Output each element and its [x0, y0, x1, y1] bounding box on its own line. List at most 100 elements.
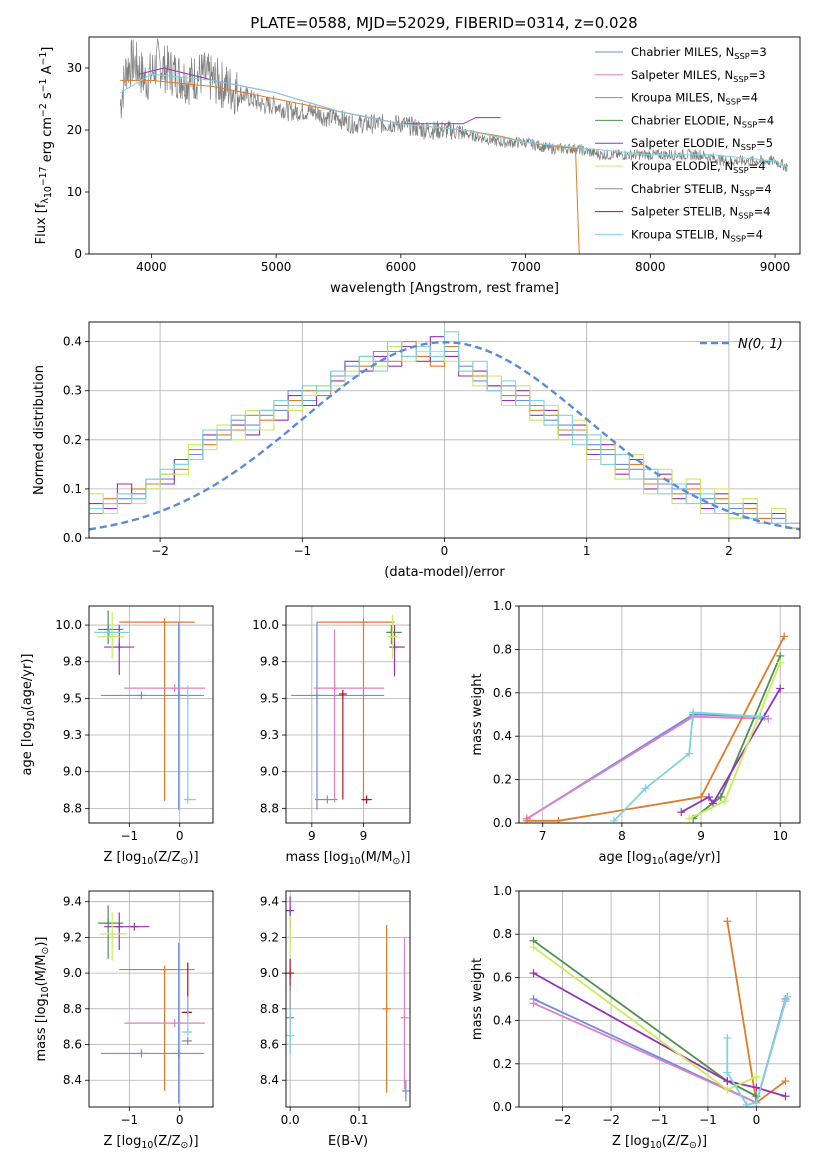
y-tick-label: 8.6	[260, 1038, 279, 1052]
y-tick-label: 0.4	[493, 729, 512, 743]
x-tick-label: 1	[583, 544, 591, 558]
legend-label: Kroupa STELIB, NSSP=4	[631, 227, 763, 243]
x-tick-label: −2	[554, 1113, 572, 1127]
model-line-kroupa-stelib	[119, 73, 788, 168]
legend-label: Salpeter MILES, NSSP=3	[631, 68, 766, 84]
y-tick-label: 8.4	[260, 1073, 279, 1087]
x-axis-label: E(B-V)	[328, 1134, 368, 1149]
weight-line-chabrier-elodie	[692, 655, 782, 820]
y-tick-label: 9.3	[63, 728, 82, 742]
x-tick-label: 0	[176, 829, 184, 843]
y-tick-label: 9.4	[63, 895, 82, 909]
y-tick-label: 9.8	[63, 655, 82, 669]
y-tick-label: 10.0	[252, 618, 279, 632]
x-tick-label: 6000	[386, 260, 417, 274]
y-tick-label: 0.0	[493, 1100, 512, 1114]
x-tick-label: −1	[699, 1113, 717, 1127]
y-tick-label: 9.0	[260, 765, 279, 779]
legend-label: Chabrier MILES, NSSP=3	[631, 45, 767, 61]
y-tick-label: 0.6	[493, 686, 512, 700]
legend-label-normal: N(0, 1)	[738, 337, 783, 352]
panel-spectrum: 4000 5000 6000 7000 8000 9000 0 10 20 30 wavelengt…	[34, 36, 801, 296]
x-tick-label: −1	[651, 1113, 669, 1127]
axes-frame	[285, 605, 411, 824]
axes-frame	[88, 321, 801, 539]
weight-line-kroupa-miles	[526, 635, 785, 822]
legend-label: Salpeter ELODIE, NSSP=5	[631, 136, 773, 152]
y-axis-label: mass weight	[470, 958, 485, 1040]
y-axis-label: Normed distribution	[32, 365, 47, 495]
x-axis-label: wavelength [Angstrom, rest frame]	[330, 281, 559, 296]
x-tick-label: −2	[602, 1113, 620, 1127]
x-tick-label: 9000	[760, 260, 791, 274]
plot-area	[98, 905, 205, 1104]
model-line-kroupa-miles	[120, 79, 580, 254]
x-tick-label: 9	[360, 829, 368, 843]
y-tick-label: 10	[67, 185, 82, 199]
legend-label: Chabrier STELIB, NSSP=4	[631, 182, 772, 198]
y-tick-label: 8.8	[63, 1002, 82, 1016]
y-tick-label: 0.4	[63, 335, 82, 349]
y-tick-label: 0.6	[493, 970, 512, 984]
weight-line-salpeter-elodie	[680, 688, 781, 813]
y-tick-label: 8.6	[63, 1038, 82, 1052]
y-axis-label: age [log10(age/yr)]	[20, 654, 37, 776]
y-tick-label: 9.3	[260, 728, 279, 742]
y-tick-label: 30	[67, 61, 82, 75]
panel-z-weight: −2 −2 −1 −1 0 0.0 0.2 0.4 0.6 0.8 1.0 Z [log10(Z/Z⊙…	[470, 884, 801, 1151]
axes-frame	[518, 890, 801, 1108]
y-tick-label: 9.4	[260, 895, 279, 909]
y-axis-label: Flux [fλ10−17 erg cm−2 s−1 A−1]	[34, 47, 55, 245]
axes-frame	[88, 605, 214, 824]
data-spectrum-line	[119, 38, 788, 172]
y-tick-label: 8.8	[63, 801, 82, 815]
panel-residuals: −2 −1 0 1 2 0.0 0.1 0.2 0.3 0.4 (data-model)/error…	[32, 321, 801, 580]
x-axis-label: Z [log10(Z/Z⊙)]	[612, 1134, 707, 1151]
y-tick-label: 0.2	[493, 1057, 512, 1071]
y-tick-label: 9.0	[63, 966, 82, 980]
y-tick-label: 10.0	[55, 618, 82, 632]
panel-z-age: −1 0 8.8 9.0 9.3 9.5 9.8 10.0 Z [log10(Z/Z⊙)] age…	[20, 605, 214, 867]
y-tick-label: 8.4	[63, 1073, 82, 1087]
figure-title: PLATE=0588, MJD=52029, FIBERID=0314, z=0…	[250, 14, 637, 32]
x-axis-label: (data-model)/error	[384, 565, 505, 580]
y-tick-label: 9.0	[63, 765, 82, 779]
plot-area	[291, 614, 405, 810]
axes-frame	[88, 890, 214, 1108]
x-tick-label: 0.1	[349, 1113, 368, 1127]
x-axis-label: age [log10(age/yr)]	[599, 850, 721, 867]
y-tick-label: 20	[67, 123, 82, 137]
x-axis-label: Z [log10(Z/Z⊙)]	[103, 1134, 198, 1151]
x-tick-label: 9	[697, 829, 705, 843]
plot-area	[286, 896, 410, 1102]
y-tick-label: 0.4	[493, 1014, 512, 1028]
x-tick-label: 0.0	[281, 1113, 300, 1127]
y-axis-label: mass weight	[470, 673, 485, 755]
x-tick-label: 4000	[136, 260, 167, 274]
panel-age-weight: 7 8 9 10 0.0 0.2 0.4 0.6 0.8 1.0 age [log10(age/yr…	[470, 599, 801, 867]
y-tick-label: 0.0	[63, 531, 82, 545]
weight-line-salpeter-elodie	[533, 972, 786, 1098]
y-tick-label: 1.0	[493, 884, 512, 898]
y-tick-label: 8.8	[260, 801, 279, 815]
y-tick-label: 0.8	[493, 927, 512, 941]
x-tick-label: 8000	[635, 260, 666, 274]
x-axis-label: Z [log10(Z/Z⊙)]	[103, 850, 198, 867]
weight-line-salpeter-miles	[526, 715, 769, 820]
y-tick-label: 9.0	[260, 966, 279, 980]
x-tick-label: 7000	[510, 260, 541, 274]
panel-mass-age: 9 9 8.8 9.0 9.3 9.5 9.8 10.0 mass [log10(M/M⊙)]	[252, 605, 411, 867]
y-tick-label: 9.2	[260, 930, 279, 944]
y-tick-label: 9.2	[63, 930, 82, 944]
x-tick-label: 2	[725, 544, 733, 558]
axes-frame	[518, 605, 801, 824]
x-tick-label: 5000	[261, 260, 292, 274]
plot-area	[522, 632, 789, 823]
y-axis-label: mass [log10(M/M⊙)]	[34, 937, 51, 1062]
y-tick-label: 0.3	[63, 384, 82, 398]
y-tick-label: 8.8	[260, 1002, 279, 1016]
legend-label: Chabrier ELODIE, NSSP=4	[631, 113, 774, 129]
legend-label: Kroupa ELODIE, NSSP=4	[631, 159, 766, 175]
weight-line-chabrier-miles	[526, 713, 765, 820]
